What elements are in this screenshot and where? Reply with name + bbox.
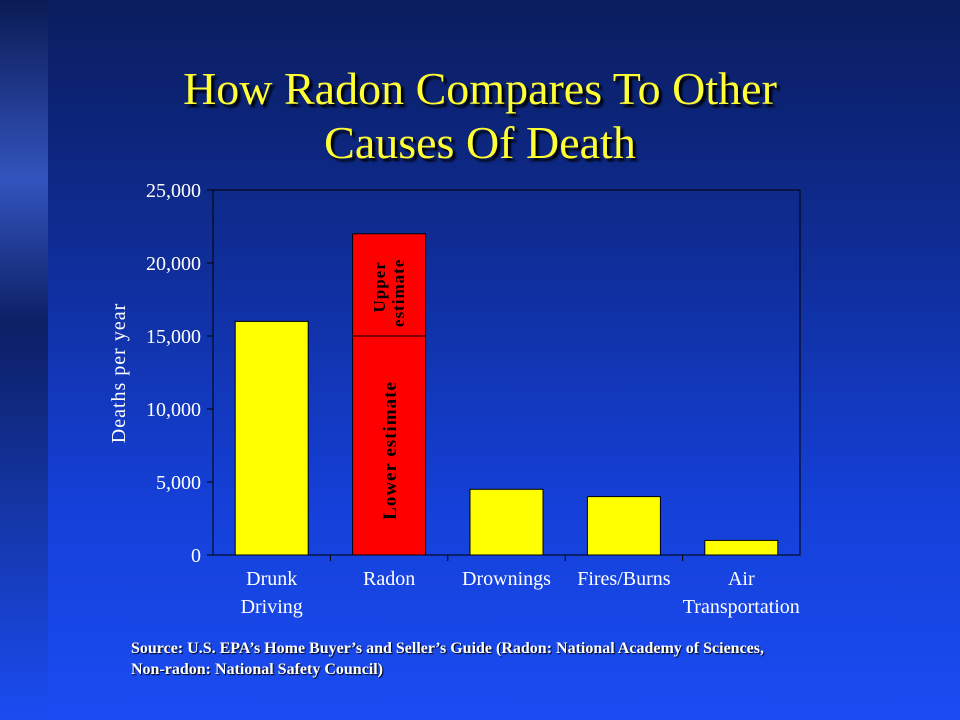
y-axis-label: Deaths per year bbox=[108, 303, 130, 444]
title-line-1: How Radon Compares To Other bbox=[183, 63, 777, 114]
source-line-1: Source: U.S. EPA’s Home Buyer’s and Sell… bbox=[131, 640, 764, 657]
x-category-label: Driving bbox=[241, 596, 303, 618]
bar bbox=[469, 488, 544, 556]
y-tick-label: 15,000 bbox=[146, 326, 201, 348]
bar bbox=[586, 496, 661, 556]
x-category-label: Air bbox=[728, 568, 755, 590]
x-category-label: Drownings bbox=[462, 568, 551, 590]
x-category-label: Radon bbox=[363, 568, 415, 590]
bar bbox=[704, 539, 779, 556]
y-tick-label: 20,000 bbox=[146, 253, 201, 275]
slide-title: How Radon Compares To Other Causes Of De… bbox=[60, 62, 900, 170]
y-tick-label: 0 bbox=[191, 545, 201, 567]
title-line-2: Causes Of Death bbox=[324, 117, 636, 168]
source-line-2: Non-radon: National Safety Council) bbox=[131, 661, 384, 678]
left-decorative-strip bbox=[0, 0, 48, 720]
radon-upper-bar bbox=[352, 233, 427, 337]
radon-upper-estimate-label-2: estimate bbox=[389, 259, 408, 327]
source-note: Source: U.S. EPA’s Home Buyer’s and Sell… bbox=[131, 638, 891, 680]
radon-lower-estimate-label: Lower estimate bbox=[380, 381, 401, 520]
bar bbox=[234, 320, 309, 556]
radon-lower-bar bbox=[352, 335, 427, 556]
y-tick-label: 10,000 bbox=[146, 399, 201, 421]
y-tick-label: 25,000 bbox=[146, 180, 201, 202]
x-category-label: Transportation bbox=[683, 596, 800, 618]
x-category-label: Drunk bbox=[246, 568, 297, 590]
y-tick-label: 5,000 bbox=[156, 472, 201, 494]
x-category-label: Fires/Burns bbox=[577, 568, 671, 590]
radon-upper-estimate-label-1: Upper bbox=[370, 261, 389, 312]
